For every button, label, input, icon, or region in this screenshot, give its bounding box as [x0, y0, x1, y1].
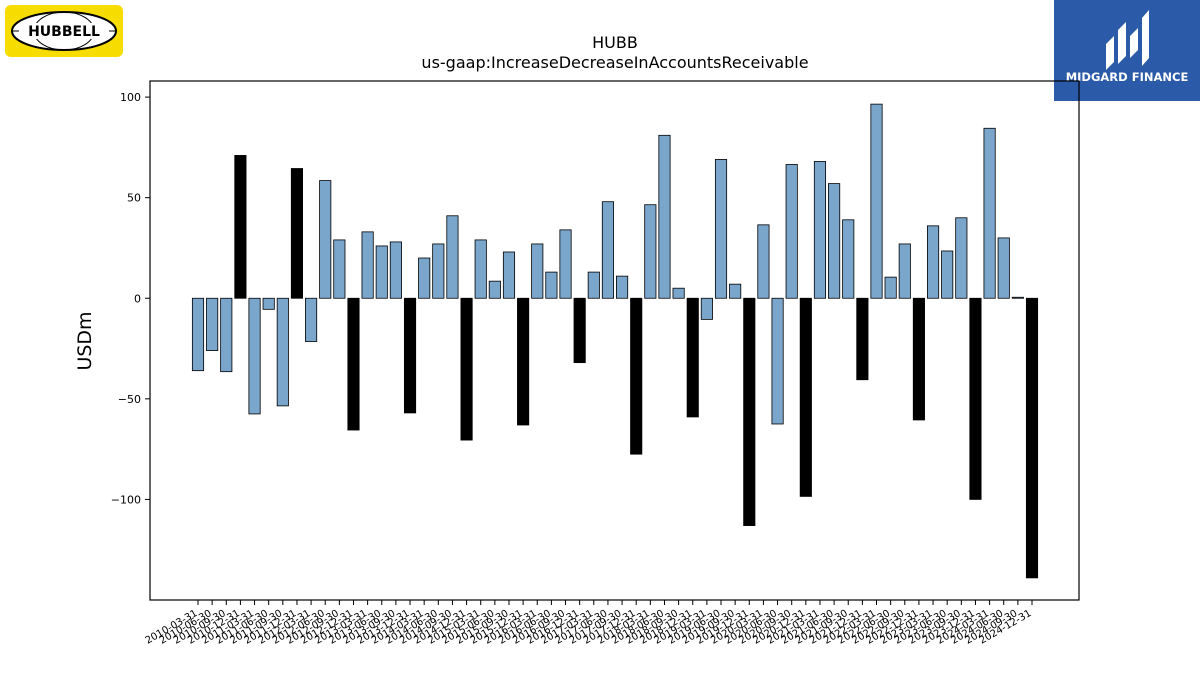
hubbell-logo-text: HUBBELL [28, 24, 100, 40]
y-tick-label: −50 [118, 393, 141, 406]
bar-2011-03-31 [248, 297, 261, 415]
bar-2022-03-31 [870, 103, 883, 299]
bar-2014-12-31 [460, 297, 473, 441]
bar-2017-03-31 [587, 271, 600, 299]
bar-2010-12-31 [234, 155, 247, 299]
hubbell-logo: HUBBELL [5, 5, 123, 57]
bar-2022-09-30 [898, 243, 911, 299]
bar-2010-03-31 [191, 297, 205, 372]
bar-2019-12-31 [743, 297, 756, 526]
bar-2018-06-30 [658, 134, 671, 299]
bar-2014-03-31 [418, 257, 431, 299]
bar-2020-06-30 [771, 297, 784, 425]
bar-2024-12-31 [1025, 297, 1039, 579]
midgard-finance-logo-text: MIDGARD FINANCE [1066, 70, 1189, 84]
midgard-finance-logo-mark: MIDGARD FINANCE [1066, 10, 1189, 84]
hubbell-logo-mark: HUBBELL [11, 11, 117, 51]
bar-2016-12-31 [573, 297, 586, 364]
bar-2021-03-31 [813, 161, 827, 299]
bar-2015-03-31 [474, 239, 487, 299]
bar-2018-12-31 [686, 297, 699, 418]
bar-2012-03-31 [305, 297, 318, 342]
bar-2016-03-31 [531, 243, 544, 299]
y-tick-label: 50 [127, 192, 141, 205]
bar-2016-06-30 [545, 271, 558, 299]
bar-2023-03-31 [927, 225, 940, 299]
y-tick-label: 0 [134, 292, 141, 305]
bar-2015-09-30 [502, 251, 516, 299]
chart-title: HUBB [592, 33, 638, 52]
bar-2021-09-30 [842, 219, 855, 299]
bar-2021-06-30 [828, 183, 841, 299]
x-axis-ticks: 2010-03-312010-06-302010-09-302010-12-31… [144, 600, 1034, 647]
bar-2011-12-31 [290, 168, 304, 299]
bar-2018-09-30 [672, 287, 685, 299]
bar-2017-06-30 [601, 201, 614, 299]
bar-2011-06-30 [262, 297, 275, 310]
bar-2022-12-31 [912, 297, 925, 421]
bar-2010-09-30 [220, 297, 233, 373]
bar-2012-09-30 [333, 239, 346, 299]
y-axis-label: USDm [74, 311, 96, 370]
bar-2022-06-30 [884, 276, 897, 299]
bar-2012-06-30 [319, 180, 332, 299]
bar-2019-09-30 [729, 283, 742, 299]
bar-2024-06-30 [997, 237, 1010, 299]
bar-2024-03-31 [983, 127, 996, 299]
bar-2015-12-31 [517, 297, 530, 426]
bar-2020-12-31 [799, 297, 812, 497]
bar-2020-09-30 [785, 164, 798, 299]
plot-frame [149, 80, 1080, 601]
bar-2012-12-31 [347, 297, 360, 431]
y-axis-ticks: 100 50 0 −50 −100 [111, 91, 150, 506]
bar-2024-09-30 [1011, 296, 1024, 299]
bar-2013-03-31 [361, 231, 374, 299]
bar-2010-06-30 [206, 297, 219, 351]
bar-2019-06-30 [714, 159, 728, 299]
bar-2023-12-31 [969, 297, 982, 500]
bar-2023-06-30 [941, 250, 954, 299]
bar-2011-09-30 [276, 297, 289, 407]
y-tick-label: 100 [120, 91, 141, 104]
bar-2013-06-30 [375, 245, 388, 299]
chart-subtitle: us-gaap:IncreaseDecreaseInAccountsReceiv… [421, 53, 808, 72]
midgard-finance-logo: MIDGARD FINANCE [1054, 0, 1200, 101]
y-tick-label: −100 [111, 493, 141, 506]
bar-2016-09-30 [559, 229, 572, 299]
bar-2013-09-30 [389, 241, 402, 299]
bar-2023-09-30 [955, 217, 968, 299]
bar-2021-12-31 [856, 297, 869, 381]
bar-2018-03-31 [644, 204, 657, 299]
bar-2014-06-30 [432, 243, 445, 299]
bar-2013-12-31 [403, 297, 417, 414]
bar-2015-06-30 [488, 280, 501, 299]
bar-2014-09-30 [446, 215, 459, 299]
bars-group [191, 103, 1039, 579]
bar-2017-12-31 [630, 297, 643, 455]
bar-2017-09-30 [616, 275, 629, 299]
bar-2020-03-31 [757, 224, 770, 299]
bar-2019-03-31 [700, 297, 713, 320]
